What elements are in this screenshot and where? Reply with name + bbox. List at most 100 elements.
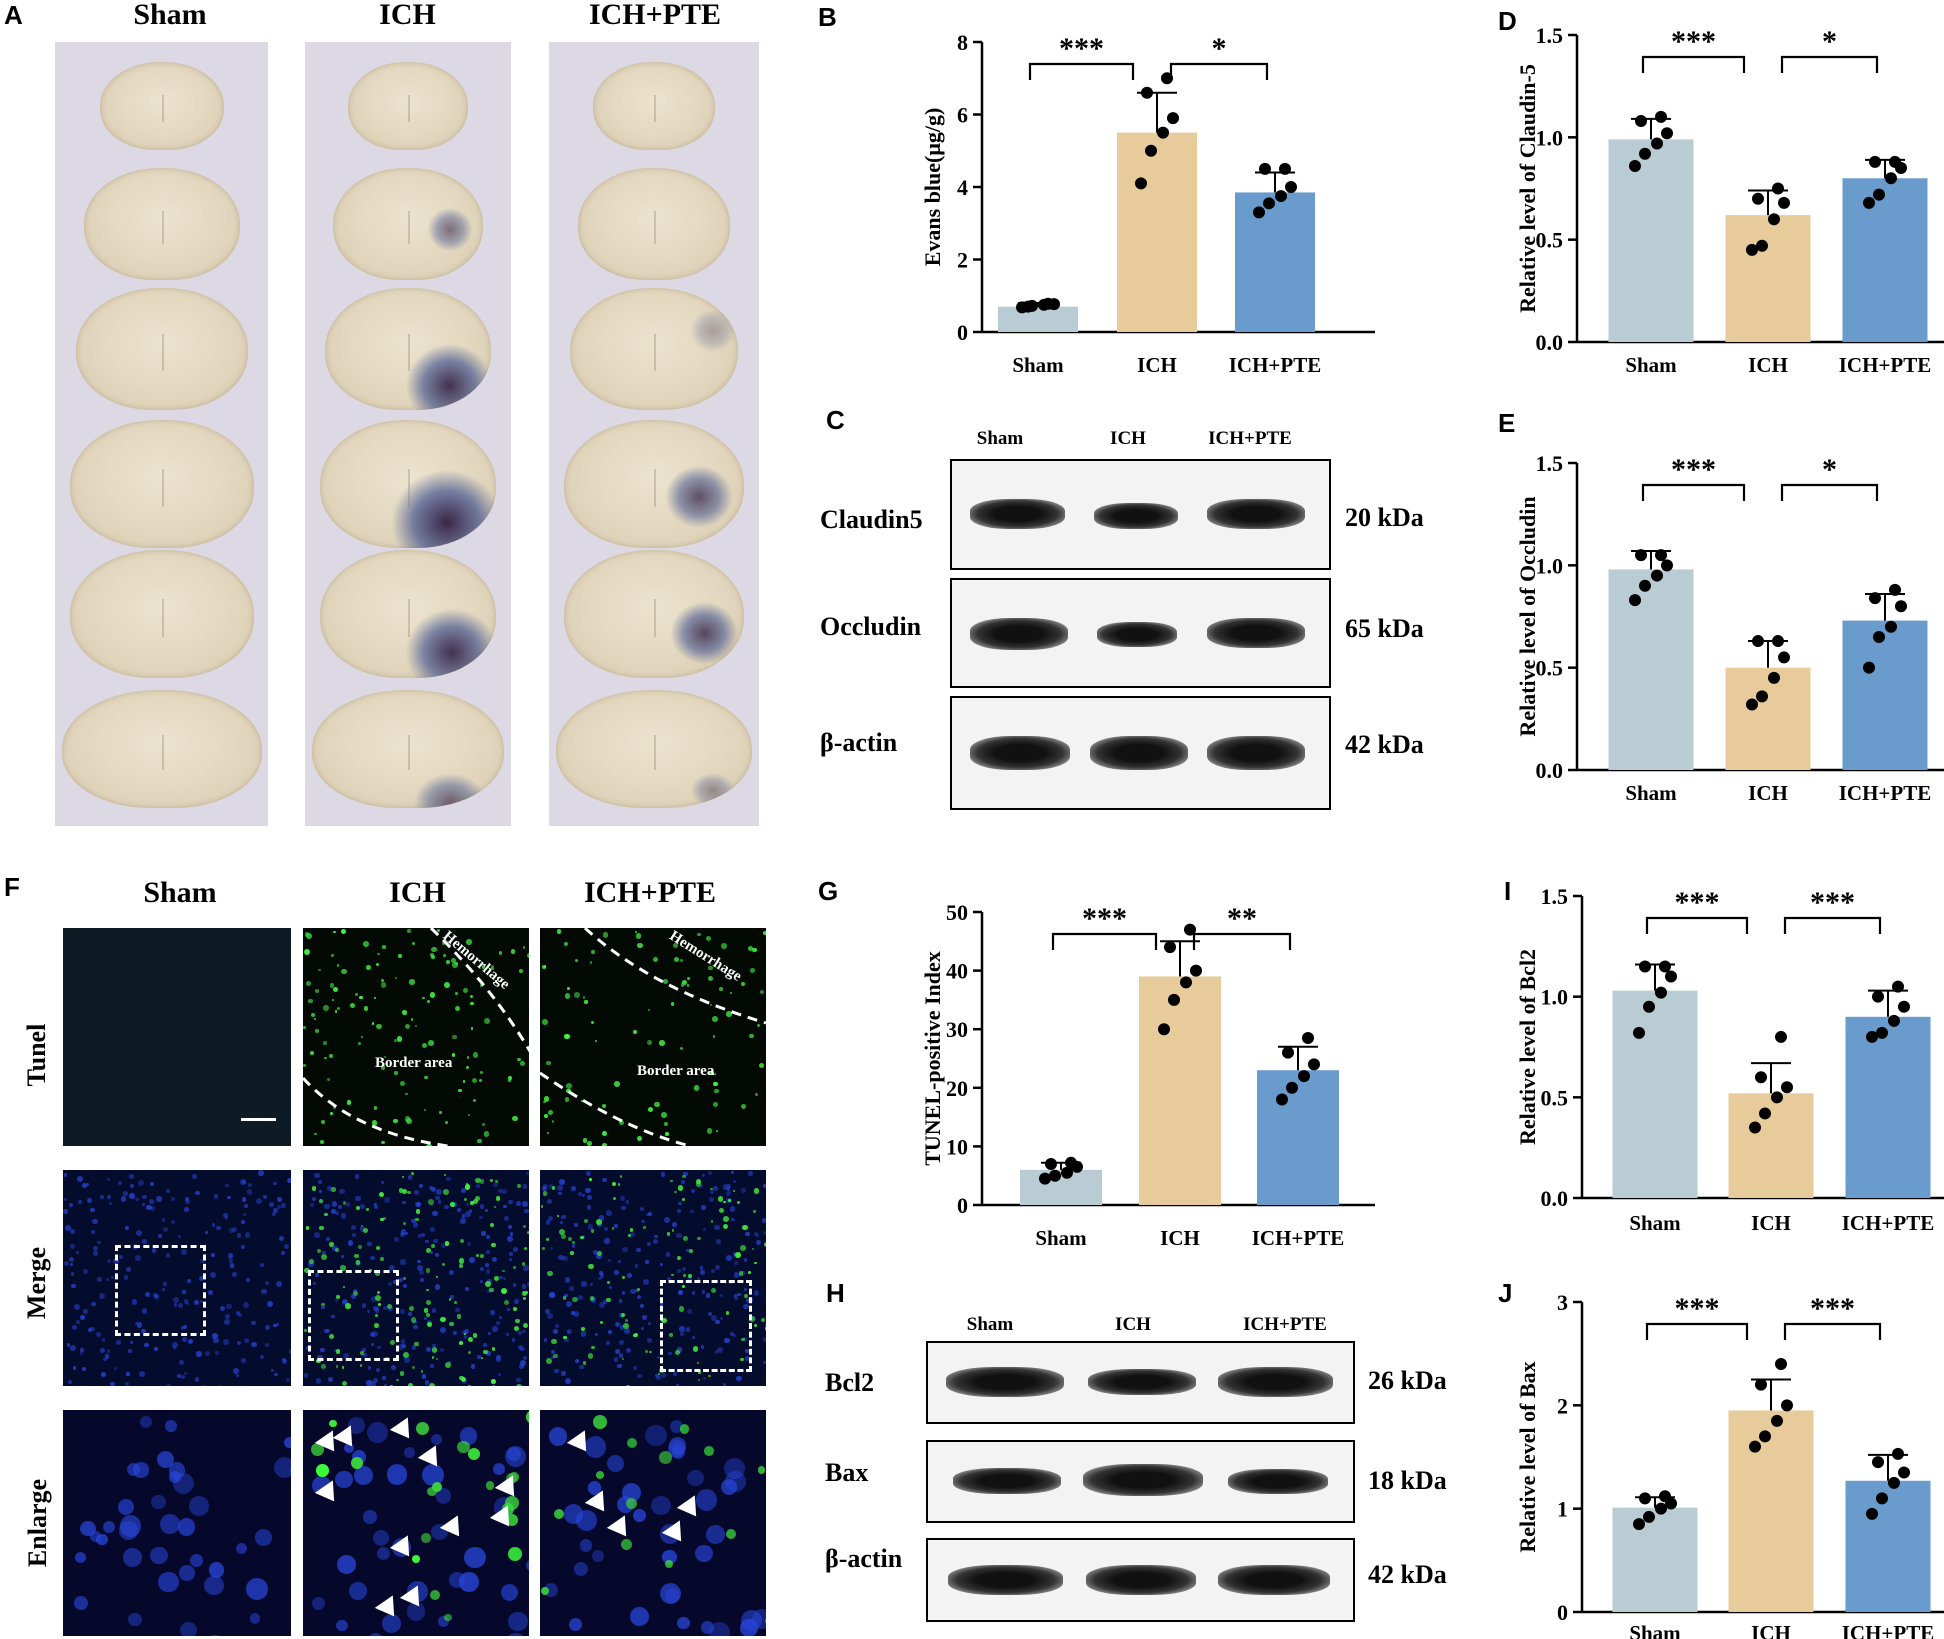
- brain-slice: [348, 62, 468, 150]
- data-point: [1759, 1430, 1771, 1443]
- x-tick-label: ICH: [1751, 1211, 1791, 1235]
- y-tick-label: 30: [946, 1017, 968, 1042]
- y-tick-label: 6: [957, 103, 968, 128]
- data-point: [1873, 188, 1885, 201]
- data-point: [1749, 1121, 1761, 1134]
- bar: [1612, 990, 1698, 1198]
- data-point: [1282, 1046, 1294, 1059]
- band: [1207, 618, 1305, 648]
- data-point: [1768, 213, 1780, 226]
- data-point: [1778, 651, 1790, 664]
- y-tick-label: 40: [946, 959, 968, 984]
- data-point: [1781, 1081, 1793, 1094]
- significance-stars: *: [1822, 25, 1837, 58]
- y-tick-label: 1.0: [1536, 125, 1564, 150]
- panel-label-i: I: [1504, 876, 1512, 906]
- data-point: [1869, 155, 1881, 168]
- significance-stars: ***: [1082, 902, 1127, 935]
- y-tick-label: 0: [957, 320, 968, 345]
- band: [1207, 499, 1305, 529]
- data-point: [1276, 1093, 1288, 1106]
- data-point: [1629, 594, 1641, 607]
- band: [1086, 1565, 1196, 1595]
- y-tick-label: 0.5: [1541, 1085, 1569, 1110]
- c-row-claudin5: Claudin5: [820, 505, 923, 534]
- data-point: [1898, 1000, 1910, 1013]
- data-point: [1781, 1399, 1793, 1412]
- data-point: [1065, 1156, 1077, 1169]
- fluorescence-image: [303, 1410, 529, 1636]
- fluorescence-image: [540, 1170, 766, 1386]
- data-point: [1022, 300, 1034, 313]
- brain-slice: [556, 690, 752, 808]
- brain-slice: [319, 550, 497, 678]
- bar: [1842, 620, 1928, 770]
- brain-slice: [325, 288, 491, 410]
- c-lane-sham: Sham: [976, 428, 1024, 449]
- fluorescence-image: [303, 928, 529, 1146]
- data-point: [1661, 127, 1673, 140]
- x-tick-label: ICH: [1751, 1621, 1791, 1639]
- data-point: [1275, 190, 1287, 203]
- fluorescence-image: [303, 1170, 529, 1386]
- data-point: [1771, 1414, 1783, 1427]
- panel-label-e: E: [1498, 408, 1516, 438]
- brain-slice: [563, 550, 745, 678]
- data-point: [1042, 297, 1054, 310]
- data-point: [1141, 86, 1153, 99]
- data-point: [1639, 579, 1651, 592]
- y-tick-label: 1: [1557, 1497, 1568, 1522]
- data-point: [1772, 635, 1784, 648]
- midline: [162, 734, 164, 771]
- h-kda-actin: 42 kDa: [1368, 1560, 1447, 1589]
- data-point: [1771, 1091, 1783, 1104]
- data-point: [1866, 1507, 1878, 1520]
- data-point: [1895, 600, 1907, 613]
- data-point: [1873, 630, 1885, 643]
- data-point: [1286, 1081, 1298, 1094]
- data-point: [1866, 1030, 1878, 1043]
- y-tick-label: 0: [957, 1193, 968, 1218]
- data-point: [1263, 197, 1275, 210]
- midline: [407, 468, 410, 508]
- significance-bracket: [1783, 916, 1882, 934]
- bar: [1728, 1093, 1814, 1198]
- data-point: [1898, 1466, 1910, 1479]
- data-point: [1039, 1172, 1051, 1185]
- data-point: [1775, 1030, 1787, 1043]
- panel-label-b: B: [818, 2, 837, 32]
- band: [1218, 1367, 1333, 1397]
- bar: [998, 306, 1078, 332]
- x-tick-label: ICH: [1160, 1226, 1200, 1250]
- midline: [162, 334, 164, 371]
- data-point: [1772, 182, 1784, 195]
- c-blot-actin: [950, 696, 1331, 810]
- data-point: [1885, 172, 1897, 185]
- y-tick-label: 0.5: [1536, 228, 1564, 253]
- h-blot-bcl2: [926, 1341, 1355, 1424]
- midline: [162, 95, 164, 122]
- data-point: [1888, 1476, 1900, 1489]
- y-tick-label: 8: [957, 30, 968, 55]
- midline: [408, 734, 410, 771]
- h-lane-ich: ICH: [1115, 1314, 1151, 1335]
- band: [953, 1468, 1061, 1494]
- midline: [162, 468, 164, 508]
- brain-slice: [569, 288, 739, 410]
- data-point: [1876, 1026, 1888, 1039]
- brain-slice: [70, 550, 254, 678]
- data-point: [1889, 155, 1901, 168]
- bar: [1612, 1507, 1698, 1612]
- bar: [1725, 215, 1811, 342]
- midline: [654, 734, 656, 771]
- fluorescence-image: [63, 1170, 291, 1386]
- midline: [407, 598, 410, 638]
- bar: [1725, 667, 1811, 770]
- band: [1097, 622, 1177, 647]
- c-kda-occludin: 65 kDa: [1345, 614, 1424, 643]
- data-point: [1749, 1440, 1761, 1453]
- x-tick-label: ICH: [1748, 353, 1788, 377]
- significance-bracket: [1783, 1322, 1882, 1340]
- band: [970, 736, 1070, 770]
